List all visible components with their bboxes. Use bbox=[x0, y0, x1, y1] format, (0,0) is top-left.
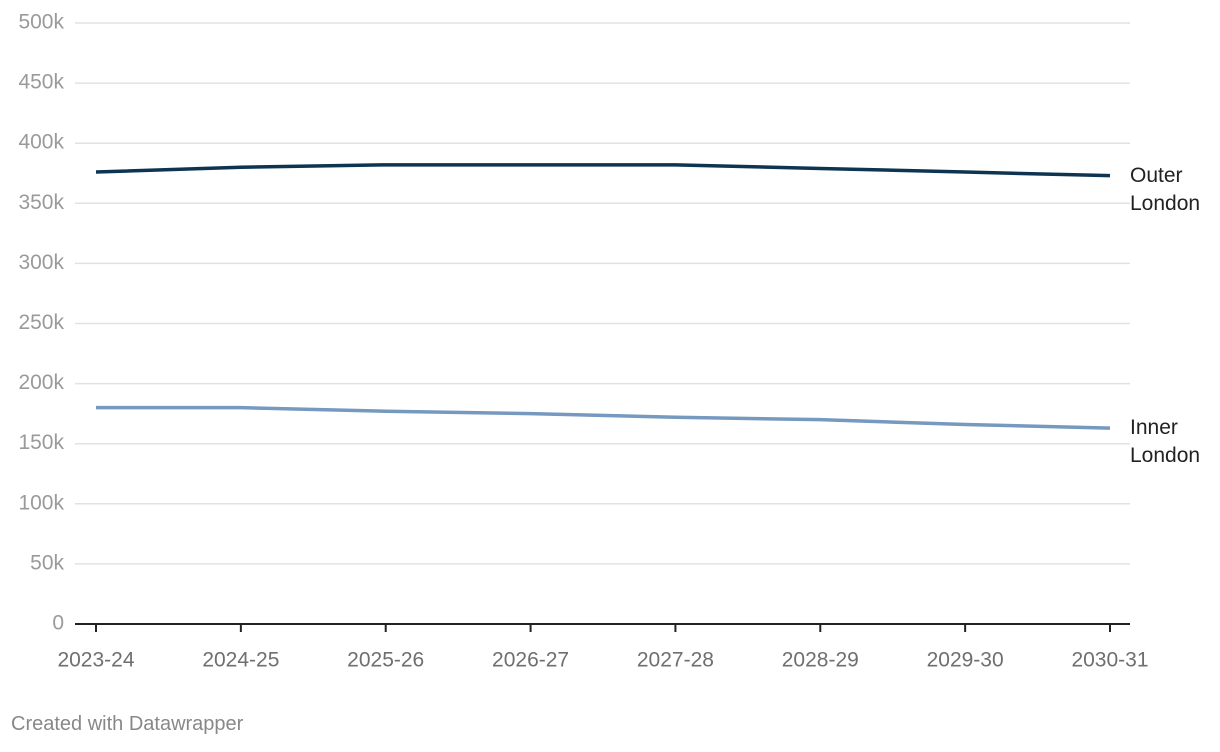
y-tick-label: 100k bbox=[18, 491, 64, 514]
y-tick-label: 50k bbox=[30, 551, 64, 574]
x-tick-label: 2023-24 bbox=[57, 649, 134, 672]
x-tick-label: 2029-30 bbox=[927, 649, 1004, 672]
y-tick-label: 150k bbox=[18, 431, 64, 454]
x-tick-label: 2028-29 bbox=[782, 649, 859, 672]
y-tick-label: 300k bbox=[18, 251, 64, 274]
series-line bbox=[95, 163, 1111, 178]
y-tick-label: 400k bbox=[18, 131, 64, 154]
y-tick-label: 0 bbox=[52, 612, 64, 635]
series-line bbox=[96, 405, 1111, 430]
y-tick-label: 450k bbox=[18, 71, 64, 94]
series-label: Inner London bbox=[1130, 416, 1201, 468]
x-tick-label: 2027-28 bbox=[637, 649, 714, 672]
y-tick-label: 350k bbox=[18, 191, 64, 214]
y-tick-label: 250k bbox=[18, 311, 64, 334]
series-label: Outer London bbox=[1130, 163, 1201, 215]
x-tick-label: 2025-26 bbox=[347, 649, 424, 672]
credit: Created with Datawrapper bbox=[11, 713, 244, 735]
x-tick-label: 2024-25 bbox=[202, 649, 279, 672]
y-tick-label: 500k bbox=[18, 11, 64, 34]
x-tick-label: 2030-31 bbox=[1071, 649, 1148, 672]
y-tick-label: 200k bbox=[18, 371, 64, 394]
x-tick-label: 2026-27 bbox=[492, 649, 569, 672]
